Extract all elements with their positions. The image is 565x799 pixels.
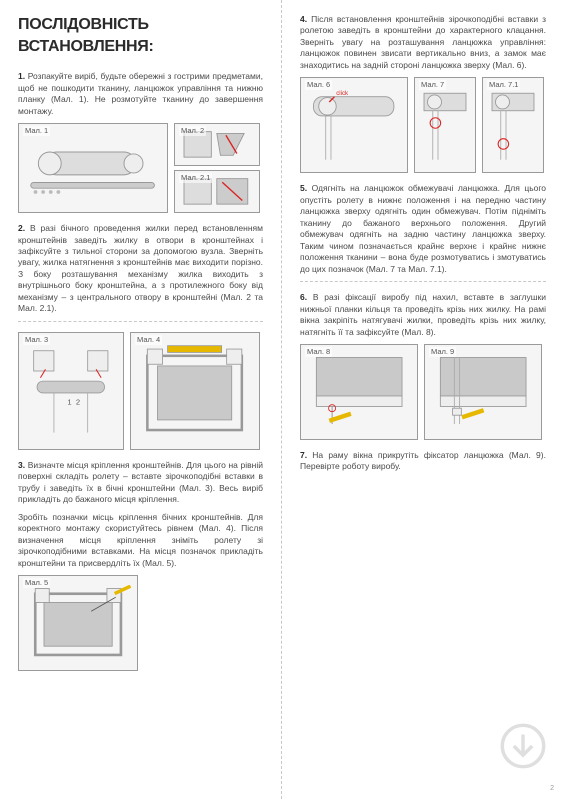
fig9-svg — [431, 354, 535, 429]
figure-2: Мал. 2 — [174, 123, 260, 166]
svg-text:1: 1 — [68, 398, 72, 407]
fig4-label: Мал. 4 — [135, 335, 162, 345]
step4-num: 4. — [300, 14, 307, 24]
fig3-svg: 1 2 — [24, 344, 118, 437]
step6-text: 6. В разі фіксації виробу під нахил, вст… — [300, 292, 546, 338]
step1-body: Розпакуйте виріб, будьте обережні з гост… — [18, 71, 263, 115]
click-label: click — [337, 90, 350, 97]
step2-text: 2. В разі бічного проведення жилки перед… — [18, 223, 263, 315]
figure-7: Мал. 7 — [414, 77, 476, 173]
figure-8: Мал. 8 — [300, 344, 418, 440]
fig3-label: Мал. 3 — [23, 335, 50, 345]
step7-text: 7. На раму вікна прикрутіть фіксатор лан… — [300, 450, 546, 473]
step4-text: 4. Після встановлення кронштейнів зірочк… — [300, 14, 546, 71]
fig9-label: Мал. 9 — [429, 347, 456, 357]
fig8-label: Мал. 8 — [305, 347, 332, 357]
fig-row-1: Мал. 1 Мал. 2 — [18, 123, 263, 213]
fig71-label: Мал. 7.1 — [487, 80, 520, 90]
step6-body: В разі фіксації виробу під нахил, вставт… — [300, 292, 546, 336]
fig6-svg: click — [306, 88, 401, 163]
step5-body: Одягніть на ланцюжок обмежувачі ланцюжка… — [300, 183, 546, 273]
figure-7-1: Мал. 7.1 — [482, 77, 544, 173]
fig7-svg — [418, 88, 472, 163]
page-title: ПОСЛІДОВНІСТЬ ВСТАНОВЛЕННЯ: — [18, 14, 263, 57]
left-column: ПОСЛІДОВНІСТЬ ВСТАНОВЛЕННЯ: 1. Розпакуйт… — [0, 0, 282, 799]
right-column: 4. Після встановлення кронштейнів зірочк… — [282, 0, 564, 799]
fig71-svg — [486, 88, 540, 163]
fig1-label: Мал. 1 — [23, 126, 50, 136]
watermark-icon — [500, 723, 546, 769]
fig-row-5: Мал. 8 Мал. 9 — [300, 344, 546, 440]
fig2-stack: Мал. 2 Мал. 2.1 — [174, 123, 260, 213]
step5-text: 5. Одягніть на ланцюжок обмежувачі ланцю… — [300, 183, 546, 275]
fig21-label: Мал. 2.1 — [179, 173, 212, 183]
figure-4: Мал. 4 — [130, 332, 260, 450]
fig-row-4: Мал. 6 click Мал. 7 — [300, 77, 546, 173]
figure-3: Мал. 3 1 2 — [18, 332, 124, 450]
step6-num: 6. — [300, 292, 307, 302]
fig4-svg — [137, 344, 252, 437]
fig-row-2: Мал. 3 1 2 Мал. 4 — [18, 332, 263, 450]
figure-5: Мал. 5 — [18, 575, 138, 671]
step1-num: 1. — [18, 71, 25, 81]
svg-text:2: 2 — [76, 398, 80, 407]
right-divider — [300, 281, 546, 282]
fig6-label: Мал. 6 — [305, 80, 332, 90]
fig5-svg — [25, 585, 131, 660]
step3-body1: Визначте місця кріплення кронштейнів. Дл… — [18, 460, 263, 504]
step7-body: На раму вікна прикрутіть фіксатор ланцюж… — [300, 450, 546, 471]
step3-num: 3. — [18, 460, 25, 470]
step7-num: 7. — [300, 450, 307, 460]
figure-6: Мал. 6 click — [300, 77, 408, 173]
step3-text2: Зробіть позначки місць кріплення бічних … — [18, 512, 263, 569]
fig8-svg — [307, 354, 411, 429]
figure-1: Мал. 1 — [18, 123, 168, 213]
step1-text: 1. Розпакуйте виріб, будьте обережні з г… — [18, 71, 263, 117]
step3-text1: 3. Визначте місця кріплення кронштейнів.… — [18, 460, 263, 506]
fig7-label: Мал. 7 — [419, 80, 446, 90]
fig2-label: Мал. 2 — [179, 126, 206, 136]
step4-body: Після встановлення кронштейнів зірочкопо… — [300, 14, 546, 70]
figure-9: Мал. 9 — [424, 344, 542, 440]
step5-num: 5. — [300, 183, 307, 193]
figure-2-1: Мал. 2.1 — [174, 170, 260, 213]
left-divider — [18, 321, 263, 322]
fig1-svg — [26, 133, 159, 203]
page-number: 2 — [550, 784, 554, 793]
step2-body: В разі бічного проведення жилки перед вс… — [18, 223, 263, 313]
fig5-label: Мал. 5 — [23, 578, 50, 588]
step2-num: 2. — [18, 223, 25, 233]
page-root: ПОСЛІДОВНІСТЬ ВСТАНОВЛЕННЯ: 1. Розпакуйт… — [0, 0, 565, 799]
fig-row-3: Мал. 5 — [18, 575, 263, 671]
